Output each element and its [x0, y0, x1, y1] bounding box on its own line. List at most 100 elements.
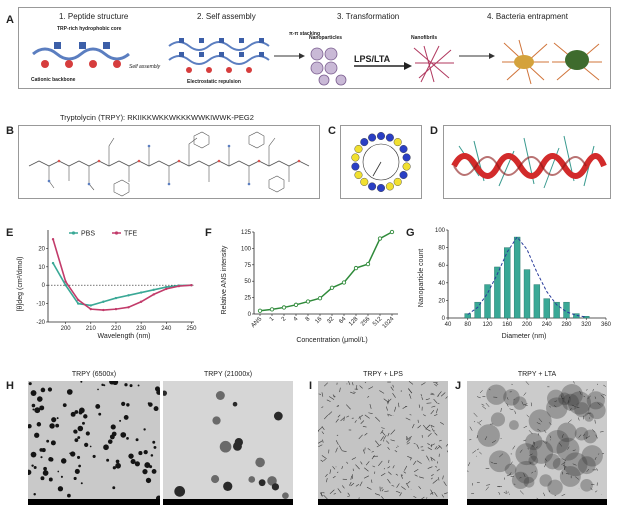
g-ytick-label: 20: [438, 298, 445, 304]
fibril-strand: [371, 479, 373, 483]
fibril-strand: [416, 444, 420, 449]
fibril-strand: [318, 426, 323, 431]
e-point-pbs: [165, 285, 168, 289]
fibril-strand: [537, 428, 541, 432]
fibril-strand: [379, 390, 385, 394]
fibril-strand: [536, 422, 541, 425]
nanoparticle-dot: [115, 462, 121, 469]
fibril-strand: [493, 462, 497, 465]
nanoparticle-dot: [77, 455, 81, 459]
fibril-strand: [597, 402, 601, 406]
fibril-strand: [500, 407, 502, 412]
e-xtick-label: 250: [186, 326, 197, 332]
fibril-strand: [341, 485, 345, 489]
nanoparticle-dot: [148, 402, 153, 407]
fibril-strand: [475, 455, 477, 457]
fibril-strand: [476, 435, 478, 439]
fibril-strand: [594, 396, 597, 399]
panel-h-label: H: [6, 380, 14, 392]
wheel-residue: [393, 138, 402, 147]
aggregate-blob: [552, 458, 566, 471]
fibril-strand: [336, 471, 339, 473]
fibril-strand: [567, 446, 570, 450]
nanoparticle-dot: [28, 469, 32, 475]
fibril-strand: [432, 479, 438, 484]
nanoparticle-dot: [74, 430, 78, 434]
fibril-strand: [519, 490, 524, 495]
nanoparticle-dot: [28, 382, 32, 386]
e-point-pbs: [152, 288, 155, 291]
fibril-strand: [587, 412, 591, 415]
nanoparticle-dot: [130, 459, 136, 465]
fibril-strand: [383, 467, 386, 470]
fibril-strand: [395, 490, 401, 493]
nanoparticle-dot: [119, 419, 122, 422]
fibril-strand: [436, 395, 439, 397]
g-ytick-label: 100: [435, 228, 446, 234]
fibril-strand: [567, 400, 569, 404]
g-xtick-label: 40: [445, 322, 452, 328]
fibril-strand: [396, 483, 400, 488]
fibril-strand: [553, 405, 557, 408]
helical-wheel: [351, 131, 411, 193]
fibril-strand: [543, 492, 546, 497]
fibril-strand: [529, 453, 533, 456]
aggregate-blob: [547, 479, 563, 495]
fibril-strand: [387, 432, 390, 437]
fibril-strand: [430, 410, 435, 415]
tem-image-21000x: [163, 381, 293, 505]
nanoparticle-dot: [103, 444, 109, 451]
nanoparticle-dot: [70, 451, 76, 457]
f-point: [305, 299, 311, 304]
nanoparticle-dot: [163, 390, 168, 396]
fibril-strand: [348, 381, 351, 385]
fibril-strand: [364, 467, 369, 472]
fibril-strand: [443, 481, 447, 487]
fibril-strand: [435, 382, 439, 385]
g-xtick-label: 320: [581, 322, 592, 328]
nanoparticle-dot: [62, 403, 67, 408]
helix-3d-model: [451, 135, 607, 189]
wheel-residue: [351, 153, 360, 162]
aggregate-blob: [504, 463, 517, 476]
fibril-strand: [351, 382, 354, 386]
nanoparticle-dot: [143, 428, 146, 431]
fibril-strand: [476, 448, 479, 451]
g-bar: [543, 298, 550, 319]
f-ytick-label: 50: [244, 279, 251, 285]
fibril-strand: [346, 415, 350, 418]
fibril-strand: [599, 431, 604, 433]
fibril-strand: [358, 434, 363, 440]
h1-title: TRPY (6500x): [71, 371, 117, 378]
e-xtick-label: 220: [111, 326, 122, 332]
nanoparticle-dot: [255, 457, 265, 468]
fibril-strand: [569, 408, 572, 411]
fibril-strand: [409, 435, 412, 440]
nanoparticle-dot: [83, 414, 88, 419]
panel-f-label: F: [205, 227, 212, 239]
fibril-strand: [409, 393, 412, 399]
pi-stacking-label: π-π stacking: [289, 31, 320, 37]
self-assembly-label: Self assembly: [129, 64, 161, 70]
fibril-strand: [363, 475, 369, 479]
fibril-strand: [560, 395, 563, 399]
fibril-strand: [388, 471, 392, 475]
fibril-strand: [404, 465, 408, 471]
fibril-strand: [318, 393, 322, 395]
fibril-strand: [476, 396, 481, 399]
fibril-strand: [346, 404, 351, 410]
nanoparticle-dot: [273, 411, 283, 421]
fibril-strand: [387, 478, 391, 484]
fibril-strand: [405, 417, 411, 421]
wheel-residue: [402, 162, 411, 171]
f-ytick-label: 75: [244, 263, 251, 269]
aggregate-blob: [503, 389, 520, 406]
fibril-strand: [490, 461, 494, 464]
fibril-strand: [332, 475, 336, 479]
fibril-strand: [322, 439, 324, 443]
step3-title: 3. Transformation: [337, 12, 400, 21]
e-ytick-label: 0: [42, 283, 46, 289]
panel-a-box: 1. Peptide structure 2. Self assembly 3.…: [18, 7, 611, 89]
fibril-strand: [575, 476, 580, 480]
scale-bar: [163, 499, 293, 505]
